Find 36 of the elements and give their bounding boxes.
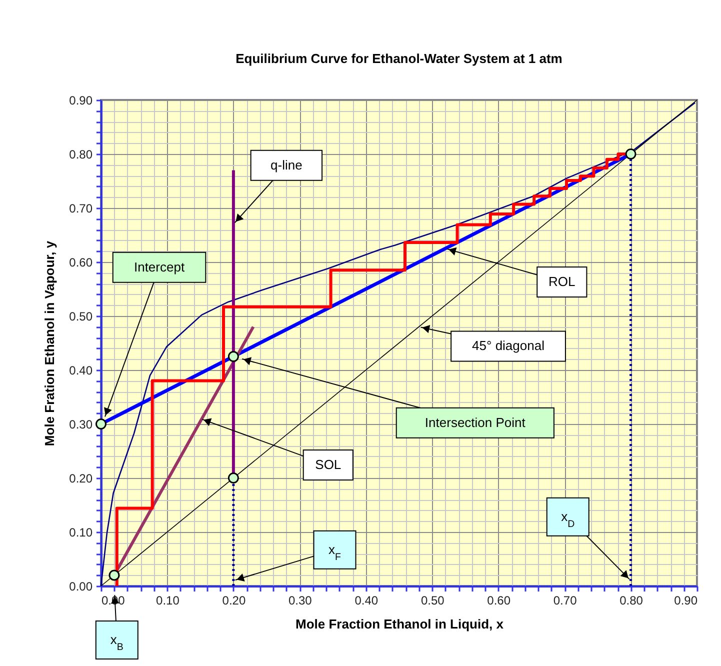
annotation: SOL bbox=[315, 457, 342, 472]
point bbox=[96, 418, 106, 430]
annotation: x$_{B}$ bbox=[110, 632, 124, 652]
y-tick-label: 0.20 bbox=[69, 472, 93, 486]
y-tick-label: 0.50 bbox=[69, 310, 93, 324]
y-tick-label: 0.40 bbox=[69, 364, 93, 378]
x-axis-title: Mole Fraction Ethanol in Liquid, x bbox=[296, 616, 504, 632]
x-tick-label: 0.40 bbox=[354, 594, 378, 608]
point bbox=[625, 148, 636, 160]
annotation: ROL bbox=[548, 274, 576, 289]
annotation: Intercept bbox=[134, 259, 185, 274]
x-tick-label: 0.60 bbox=[487, 594, 511, 608]
x-tick-label: 0.80 bbox=[620, 594, 644, 608]
annotation: Intersection Point bbox=[424, 414, 526, 430]
x-tick-label: 0.20 bbox=[222, 594, 246, 608]
x-tick-label: 0.90 bbox=[674, 594, 698, 608]
y-tick-label: 0.10 bbox=[69, 526, 93, 540]
x-tick-label: 0.10 bbox=[156, 594, 180, 608]
point bbox=[228, 472, 239, 484]
point bbox=[108, 570, 120, 581]
annotation: x$_{D}$ bbox=[561, 508, 575, 530]
y-tick-label: 0.00 bbox=[69, 580, 93, 594]
x-tick-label: 0.70 bbox=[553, 594, 578, 608]
y-tick-label: 0.80 bbox=[69, 148, 93, 162]
annotation: 45° diagonal bbox=[472, 338, 545, 354]
x-tick-label: 0.30 bbox=[288, 594, 312, 608]
y-tick-label: 0.30 bbox=[69, 418, 93, 432]
y-axis-title: Mole Fration Ethanol in Vapour, y bbox=[42, 240, 58, 446]
y-tick-label: 0.90 bbox=[69, 94, 93, 108]
y-tick-label: 0.70 bbox=[69, 202, 93, 216]
y-tick-label: 0.60 bbox=[69, 256, 93, 270]
point bbox=[228, 351, 239, 362]
annotation: x$_{F}$ bbox=[328, 542, 342, 562]
x-tick-label: 0.50 bbox=[420, 594, 445, 608]
chart-title: Equilibrium Curve for Ethanol-Water System at 1 atm bbox=[236, 51, 562, 66]
annotation: q-line bbox=[270, 157, 302, 172]
